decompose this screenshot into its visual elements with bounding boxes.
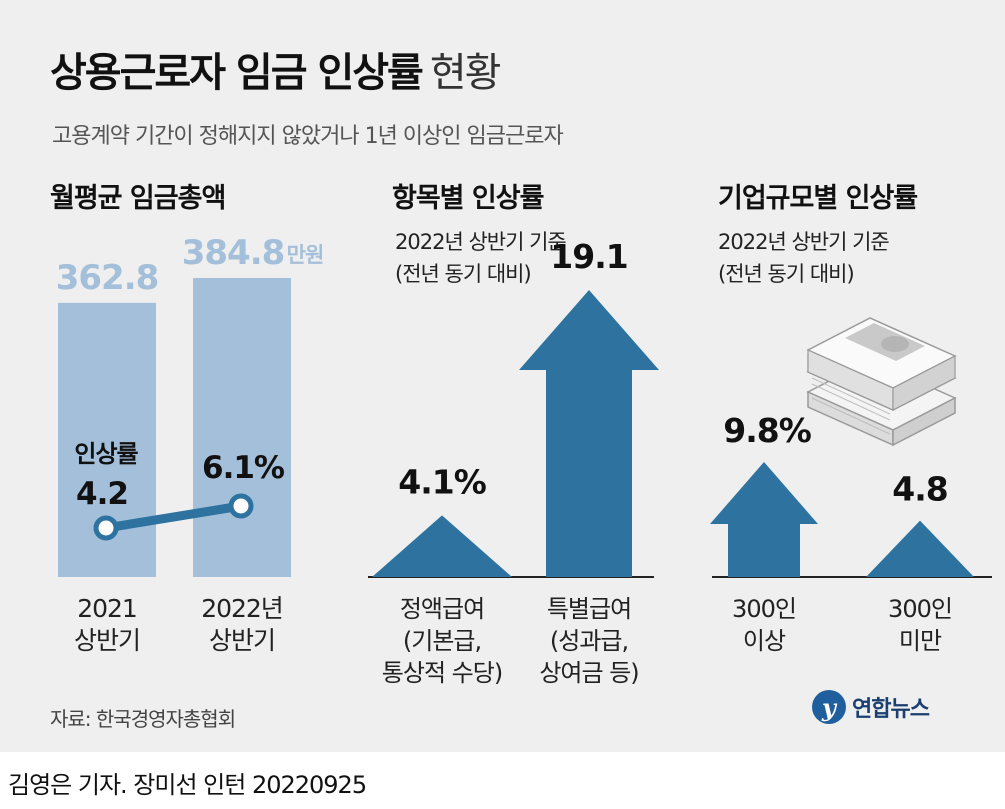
size-value-label: 9.8% [723, 411, 811, 450]
wage-category-label: 상반기 [74, 626, 140, 655]
item-category-label: 상여금 등) [539, 659, 638, 687]
item-value-label: 4.1% [398, 462, 486, 501]
wage-value-label: 384.8 [182, 233, 285, 273]
rate-value-label: 4.2 [76, 476, 128, 512]
wage-category-label: 상반기 [209, 626, 275, 655]
page-subtitle: 고용계약 기간이 정해지지 않았거나 1년 이상인 임금근로자 [52, 124, 564, 149]
section-title-by-item: 항목별 인상률 [392, 183, 544, 214]
section-title-by-size: 기업규모별 인상률 [718, 183, 918, 214]
item-category-label: (기본급, [403, 627, 481, 655]
source-note: 자료: 한국경영자총협회 [50, 707, 236, 731]
rate-point [228, 493, 254, 519]
basis-note-by-size: 2022년 상반기 기준 (전년 동기 대비) [718, 226, 890, 290]
basis-line-1: 2022년 상반기 기준 [395, 230, 567, 254]
size-category-label: 300인 [888, 595, 952, 623]
size-value-label: 4.8 [892, 470, 947, 509]
title-suffix: 현황 [429, 50, 502, 96]
basis-line-2: (전년 동기 대비) [718, 262, 855, 286]
byline: 김영은 기자. 장미선 인턴 20220925 [8, 771, 367, 799]
wage-category-label: 2022년 [201, 594, 283, 623]
size-category-label: 미만 [899, 627, 942, 655]
item-category-label: (성과급, [550, 627, 628, 655]
item-category-label: 통상적 수당) [382, 659, 502, 687]
rate-line [101, 501, 246, 533]
section-title-monthly-wage: 월평균 임금총액 [50, 183, 226, 214]
item-arrow-mark [372, 515, 512, 577]
item-category-label: 특별급여 [547, 595, 631, 623]
yonhap-logo: y 연합뉴스 [812, 690, 930, 724]
basis-note-by-item: 2022년 상반기 기준 (전년 동기 대비) [395, 226, 567, 290]
item-value-label: 19.1 [550, 237, 627, 276]
size-category-label: 이상 [743, 627, 786, 655]
wage-value-label: 362.8 [56, 258, 159, 298]
basis-line-2: (전년 동기 대비) [395, 262, 532, 286]
wage-category-label: 2021 [77, 594, 137, 623]
logo-mark-icon: y [812, 690, 846, 724]
rate-value-label: 6.1% [202, 450, 285, 486]
item-arrow-mark [519, 290, 659, 577]
wage-unit-label: 만원 [287, 243, 324, 267]
basis-line-1: 2022년 상반기 기준 [718, 230, 890, 254]
rate-point [93, 515, 119, 541]
size-arrow-mark [866, 520, 974, 577]
size-category-label: 300인 [732, 595, 796, 623]
page-title: 상용근로자 임금 인상률 현황 [50, 50, 502, 96]
wage-bar [193, 278, 291, 577]
size-arrow-mark [710, 462, 818, 577]
rate-series-label: 인상률 [74, 440, 138, 468]
money-stack-icon [806, 317, 957, 447]
logo-text: 연합뉴스 [852, 697, 930, 722]
item-category-label: 정액급여 [400, 595, 484, 623]
